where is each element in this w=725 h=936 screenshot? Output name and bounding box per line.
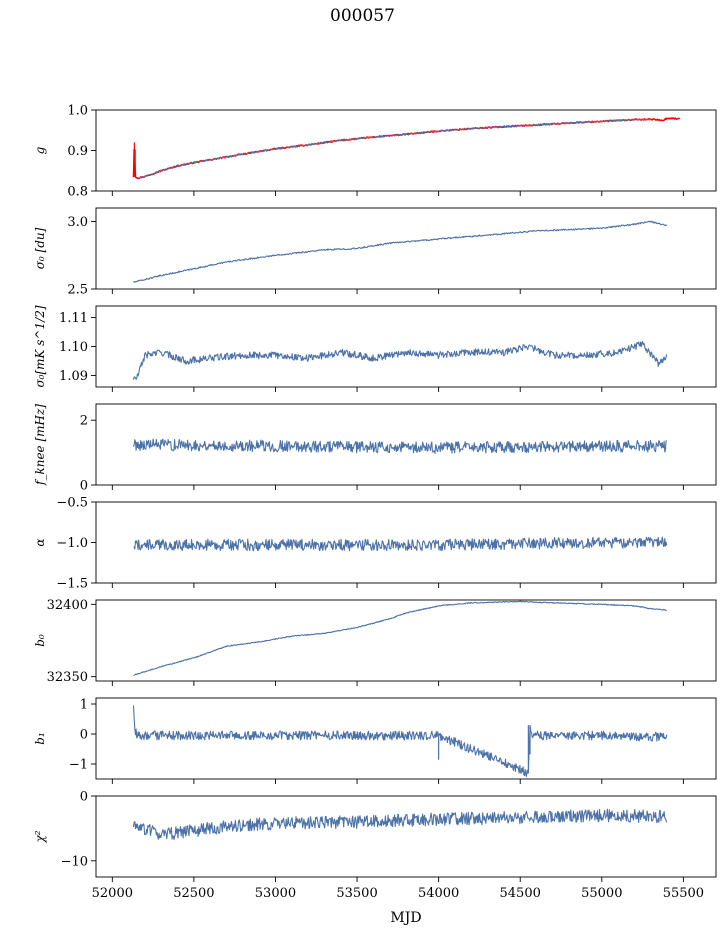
panel-5-series-1: [133, 536, 668, 552]
panel-4-ytick-label: 0: [80, 479, 88, 494]
panel-7-ylabel: b₁: [33, 732, 47, 745]
xtick-label: 52500: [173, 886, 214, 901]
panel-3-frame: [95, 305, 717, 388]
panel-6-series-1: [133, 600, 667, 676]
panel-7-ytick-label: 0: [80, 728, 88, 743]
panel-1-ytick-label: 0.9: [67, 144, 88, 159]
panel-3-ylabel: σ₀[mK s^1/2]: [33, 305, 47, 387]
panel-8-ytick-label: −10: [61, 854, 88, 869]
panel-6-ylabel: b₀: [33, 634, 47, 647]
panel-8-frame: [95, 795, 717, 878]
panel-1-ytick-label: 0.8: [67, 185, 88, 200]
xtick-label: 52000: [92, 886, 133, 901]
panel-7-ytick-label: −1: [69, 758, 88, 773]
panel-3-ytick-label: 1.09: [59, 369, 88, 384]
panel-2-frame: [95, 207, 717, 290]
panel-6-frame: [95, 599, 717, 682]
panel-2-ytick-label: 3.0: [67, 215, 88, 230]
panel-2-ylabel: σ₀ [du]: [33, 227, 47, 269]
panel-7-frame: [95, 697, 717, 780]
panel-7-ytick-label: 1: [80, 698, 88, 713]
panel-5-ylabel: α: [33, 538, 47, 546]
xtick-label: 55000: [581, 886, 622, 901]
panel-5-ytick-label: −1.0: [56, 536, 88, 551]
panel-8-ylabel: χ²: [33, 830, 47, 843]
panel-2-series-1: [133, 220, 668, 283]
panel-5-ytick-label: −0.5: [56, 496, 88, 511]
panel-2-ytick-label: 2.5: [67, 283, 88, 298]
panel-7-series-1: [132, 705, 668, 777]
xtick-label: 54500: [500, 886, 541, 901]
xtick-label: 55500: [663, 886, 704, 901]
panel-4-ytick-label: 2: [80, 414, 88, 429]
panel-1-series-1: [132, 117, 681, 180]
panel-5-ytick-label: −1.5: [56, 577, 88, 592]
panel-1-ylabel: g: [33, 146, 47, 154]
panel-4-frame: [95, 403, 717, 486]
panel-6-ytick-label: 32350: [47, 670, 88, 685]
xtick-label: 54000: [418, 886, 459, 901]
xtick-label: 53000: [255, 886, 296, 901]
panel-3-ytick-label: 1.11: [59, 311, 88, 326]
panel-1-frame: [95, 109, 717, 192]
panel-3-series-1: [132, 341, 668, 380]
panel-8-series-1: [132, 808, 668, 841]
panel-4-series-1: [132, 438, 667, 454]
panel-1-series-2: [138, 118, 651, 179]
panel-4-ylabel: f_knee [mHz]: [33, 404, 47, 486]
panel-6-ytick-label: 32400: [47, 598, 88, 613]
panel-1-ytick-label: 1.0: [67, 104, 88, 119]
figure-title: 000057: [330, 6, 395, 26]
x-axis-label: MJD: [390, 910, 422, 926]
panel-3-ytick-label: 1.10: [59, 340, 88, 355]
panel-8-ytick-label: 0: [80, 790, 88, 805]
xtick-label: 53500: [336, 886, 377, 901]
